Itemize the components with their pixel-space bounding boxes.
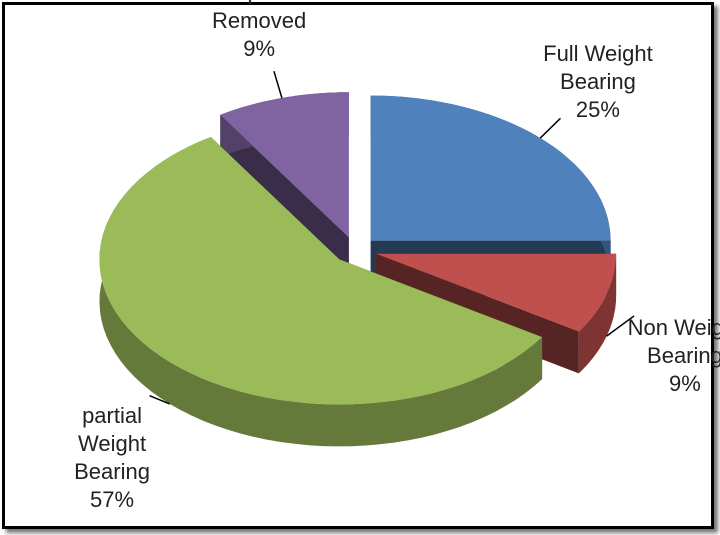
category-label: partial Weight Bearing — [74, 403, 150, 485]
value-label: 57% — [90, 487, 135, 513]
category-label: Non Weight Bearing — [627, 315, 720, 369]
data-label: partial Weight Bearing 57% — [52, 402, 172, 514]
data-label: Full Weight Bearing 25% — [538, 40, 658, 124]
value-label: 9% — [669, 371, 701, 397]
leader-line — [539, 117, 561, 139]
leader-line — [273, 70, 283, 99]
slice — [220, 92, 349, 238]
slice — [376, 253, 617, 332]
slice — [370, 95, 611, 241]
chart — [99, 70, 635, 447]
category-label: Full Weight Bearing — [543, 40, 653, 94]
leader-line — [149, 394, 171, 405]
slice — [99, 137, 543, 405]
leader-line — [606, 315, 635, 337]
category-label: Implant Removed — [212, 0, 307, 34]
slice-wall — [578, 253, 617, 374]
value-label: 25% — [575, 96, 620, 122]
value-label: 9% — [243, 36, 276, 62]
